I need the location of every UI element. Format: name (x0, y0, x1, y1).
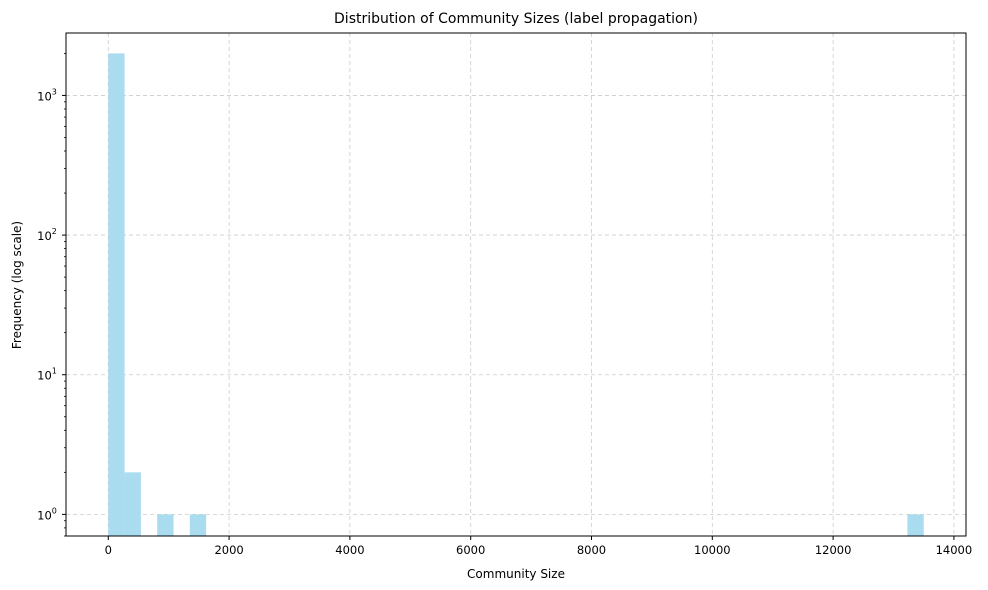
y-tick-exponent: 3 (52, 87, 57, 96)
y-tick-label: 103 (37, 87, 57, 103)
y-tick-base: 10 (37, 369, 52, 383)
histogram-bar (189, 514, 207, 536)
y-axis-label: Frequency (log scale) (10, 221, 24, 349)
histogram-bar (108, 53, 125, 536)
x-tick-label: 8000 (577, 543, 606, 557)
histogram-bar (124, 472, 141, 536)
y-tick-exponent: 0 (52, 506, 57, 515)
chart-title: Distribution of Community Sizes (label p… (334, 11, 698, 27)
x-tick-label: 10000 (694, 543, 731, 557)
grid-lines (66, 33, 966, 536)
y-tick-base: 10 (37, 89, 52, 103)
x-tick-label: 4000 (335, 543, 364, 557)
x-tick-label: 12000 (815, 543, 852, 557)
histogram-bar (907, 514, 924, 536)
y-tick-label: 101 (37, 367, 57, 383)
x-tick-label: 6000 (456, 543, 485, 557)
y-tick-exponent: 2 (52, 227, 57, 236)
plot-frame (65, 32, 967, 537)
histogram-bars (108, 53, 924, 536)
histogram-bar (157, 514, 174, 536)
y-tick-base: 10 (37, 229, 52, 243)
x-axis-ticks: 0 2000 4000 6000 8000 10000 12000 14000 (105, 536, 973, 557)
x-tick-label: 2000 (214, 543, 243, 557)
y-tick-base: 10 (37, 508, 52, 522)
y-tick-label: 100 (37, 506, 57, 522)
x-axis-label: Community Size (467, 567, 565, 581)
x-tick-label: 14000 (936, 543, 973, 557)
x-tick-label: 0 (105, 543, 112, 557)
y-tick-exponent: 1 (52, 367, 57, 376)
y-tick-label: 102 (37, 227, 57, 243)
